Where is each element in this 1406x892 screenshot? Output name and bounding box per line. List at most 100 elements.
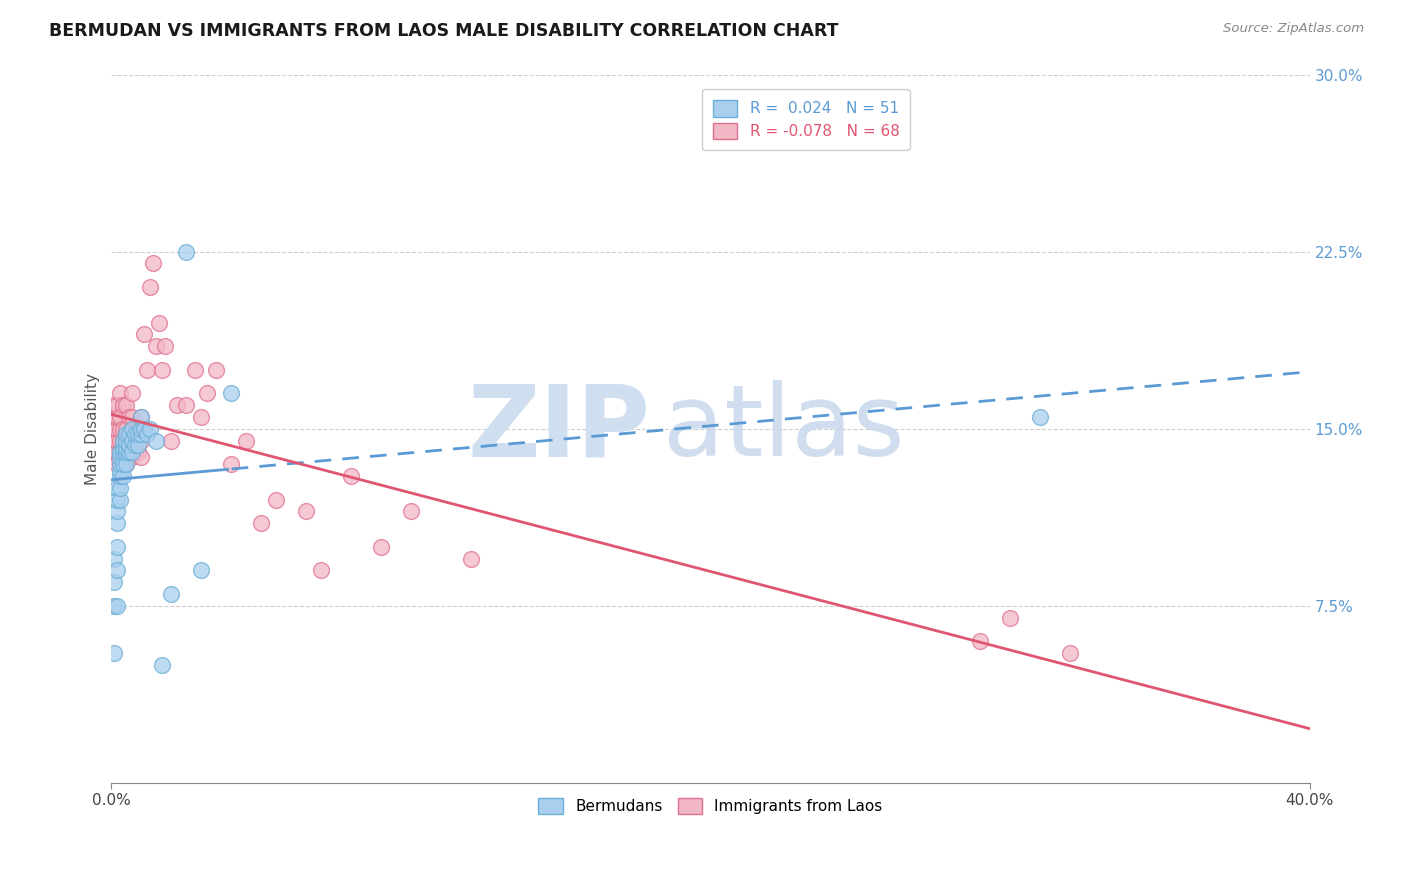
Point <box>107 516 129 531</box>
Point <box>190 409 212 424</box>
Point <box>370 540 392 554</box>
Point <box>118 438 141 452</box>
Point <box>124 438 146 452</box>
Point <box>121 409 143 424</box>
Point <box>160 434 183 448</box>
Point <box>110 409 132 424</box>
Point <box>134 327 156 342</box>
Point <box>112 457 135 471</box>
Point <box>121 434 143 448</box>
Point <box>134 422 156 436</box>
Point <box>112 445 135 459</box>
Point <box>127 426 149 441</box>
Point <box>115 426 138 441</box>
Point <box>205 363 228 377</box>
Point <box>1029 409 1052 424</box>
Point <box>121 450 143 464</box>
Point <box>131 434 153 448</box>
Point <box>110 434 132 448</box>
Point <box>142 256 165 270</box>
Point <box>107 504 129 518</box>
Point <box>264 492 287 507</box>
Point <box>103 575 125 590</box>
Point <box>118 445 141 459</box>
Point <box>295 504 318 518</box>
Point <box>110 445 132 459</box>
Point <box>136 363 159 377</box>
Point <box>250 516 273 531</box>
Point <box>124 445 146 459</box>
Point <box>110 386 132 401</box>
Point <box>139 280 162 294</box>
Point <box>150 657 173 672</box>
Point <box>103 646 125 660</box>
Point <box>131 422 153 436</box>
Point <box>107 422 129 436</box>
Point <box>118 426 141 441</box>
Point <box>145 434 167 448</box>
Point <box>121 445 143 459</box>
Point <box>174 398 197 412</box>
Point <box>124 426 146 441</box>
Point <box>107 540 129 554</box>
Point <box>190 564 212 578</box>
Point <box>112 434 135 448</box>
Legend: Bermudans, Immigrants from Laos: Bermudans, Immigrants from Laos <box>527 787 893 825</box>
Point <box>107 409 129 424</box>
Point <box>115 422 138 436</box>
Point <box>112 445 135 459</box>
Point <box>235 434 257 448</box>
Point <box>110 464 132 478</box>
Point <box>115 441 138 455</box>
Point <box>121 434 143 448</box>
Text: Source: ZipAtlas.com: Source: ZipAtlas.com <box>1223 22 1364 36</box>
Point <box>166 398 188 412</box>
Point <box>110 457 132 471</box>
Point <box>118 450 141 464</box>
Point <box>112 434 135 448</box>
Point <box>103 398 125 412</box>
Point <box>121 386 143 401</box>
Point <box>127 438 149 452</box>
Point <box>174 244 197 259</box>
Point <box>112 398 135 412</box>
Point <box>219 457 242 471</box>
Point <box>131 426 153 441</box>
Point <box>115 445 138 459</box>
Point <box>139 422 162 436</box>
Point <box>115 434 138 448</box>
Point <box>115 457 138 471</box>
Point <box>107 492 129 507</box>
Point <box>145 339 167 353</box>
Point <box>103 434 125 448</box>
Point <box>127 445 149 459</box>
Point <box>160 587 183 601</box>
Point <box>118 409 141 424</box>
Point <box>460 551 482 566</box>
Point <box>155 339 177 353</box>
Point <box>131 409 153 424</box>
Point <box>110 450 132 464</box>
Text: atlas: atlas <box>662 380 904 477</box>
Text: BERMUDAN VS IMMIGRANTS FROM LAOS MALE DISABILITY CORRELATION CHART: BERMUDAN VS IMMIGRANTS FROM LAOS MALE DI… <box>49 22 839 40</box>
Point <box>131 409 153 424</box>
Point <box>103 445 125 459</box>
Point <box>112 469 135 483</box>
Point <box>124 422 146 436</box>
Point <box>969 634 991 648</box>
Point <box>107 434 129 448</box>
Text: ZIP: ZIP <box>468 380 651 477</box>
Point <box>103 599 125 613</box>
Point <box>184 363 207 377</box>
Point <box>148 316 170 330</box>
Point <box>195 386 218 401</box>
Point <box>112 441 135 455</box>
Point <box>118 434 141 448</box>
Point <box>107 564 129 578</box>
Point <box>110 469 132 483</box>
Point <box>107 599 129 613</box>
Point <box>136 426 159 441</box>
Point <box>115 457 138 471</box>
Point <box>112 457 135 471</box>
Point <box>219 386 242 401</box>
